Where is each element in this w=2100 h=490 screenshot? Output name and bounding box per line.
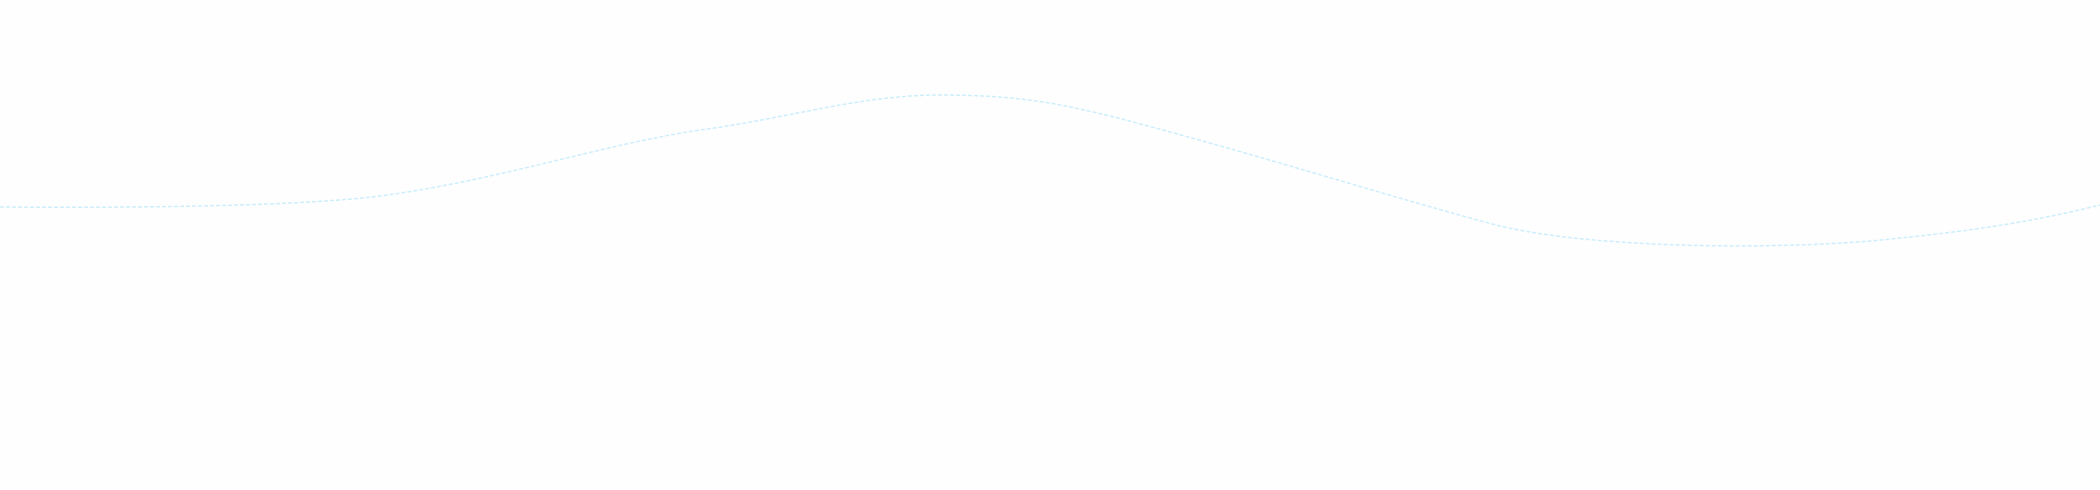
- dashed-wave-line: [0, 94, 2100, 247]
